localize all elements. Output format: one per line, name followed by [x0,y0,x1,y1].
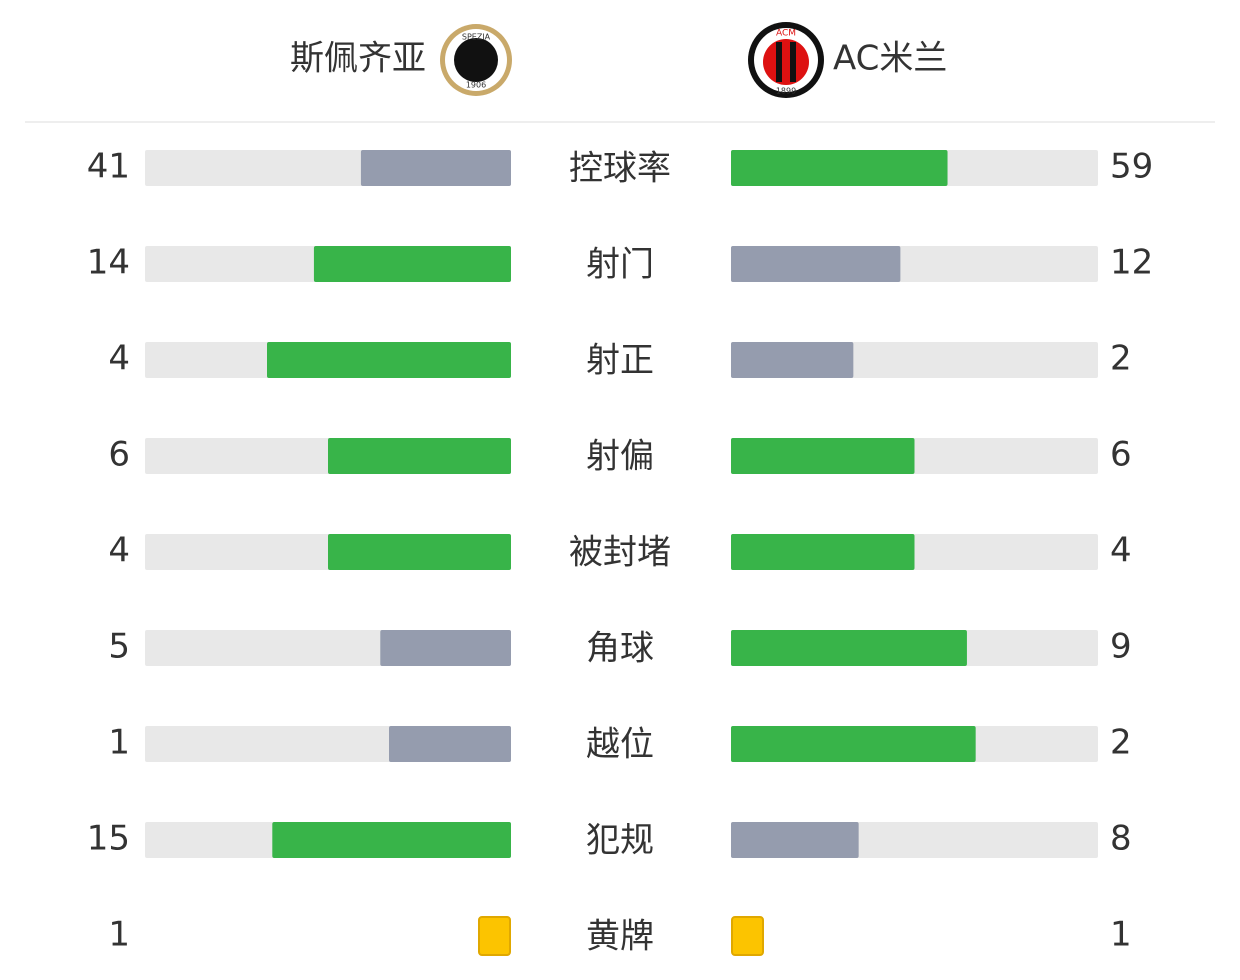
away-value: 2 [1110,723,1132,763]
home-bar [272,822,511,858]
away-bar [731,438,915,474]
logo-text: ACM [776,29,796,39]
home-value: 15 [87,819,130,859]
home-value: 4 [108,339,130,379]
home-bar [313,246,511,282]
away-bar [731,150,948,186]
away-logo: ACM 1899 [748,22,824,98]
home-card [478,916,511,956]
logo-text: 1906 [466,81,486,90]
away-value: 2 [1110,339,1132,379]
home-bar [360,150,511,186]
home-bar [380,630,511,666]
stat-label: 控球率 [569,149,671,189]
stat-label: 被封堵 [569,533,671,573]
away-value: 1 [1110,915,1132,955]
logo-text: SPEZIA [462,33,491,42]
home-value: 1 [108,915,130,955]
away-card [731,916,764,956]
away-value: 4 [1110,531,1132,571]
away-bar [731,534,915,570]
stat-label: 犯规 [586,821,654,861]
stat-label: 黄牌 [586,917,654,957]
stat-label: 射门 [586,245,654,285]
stat-label: 角球 [586,629,654,669]
home-value: 1 [108,723,130,763]
away-bar [731,246,901,282]
home-value: 41 [87,147,130,187]
stat-label: 越位 [586,725,654,765]
home-bar [328,534,511,570]
home-bar [328,438,511,474]
home-name: 斯佩齐亚 [290,39,426,79]
away-value: 12 [1110,243,1153,283]
away-value: 8 [1110,819,1132,859]
home-value: 4 [108,531,130,571]
home-value: 6 [108,435,130,475]
away-bar [731,822,859,858]
away-value: 6 [1110,435,1132,475]
away-name: AC米兰 [833,39,947,79]
home-logo: SPEZIA 1906 [440,24,512,96]
away-bar [731,630,967,666]
logo-text: 1899 [776,87,796,96]
away-value: 9 [1110,627,1132,667]
home-value: 5 [108,627,130,667]
stat-label: 射正 [586,341,654,381]
away-value: 59 [1110,147,1153,187]
stat-label: 射偏 [586,437,654,477]
home-bar [389,726,511,762]
away-bar [731,342,854,378]
home-value: 14 [87,243,130,283]
home-bar [267,342,511,378]
away-bar [731,726,976,762]
